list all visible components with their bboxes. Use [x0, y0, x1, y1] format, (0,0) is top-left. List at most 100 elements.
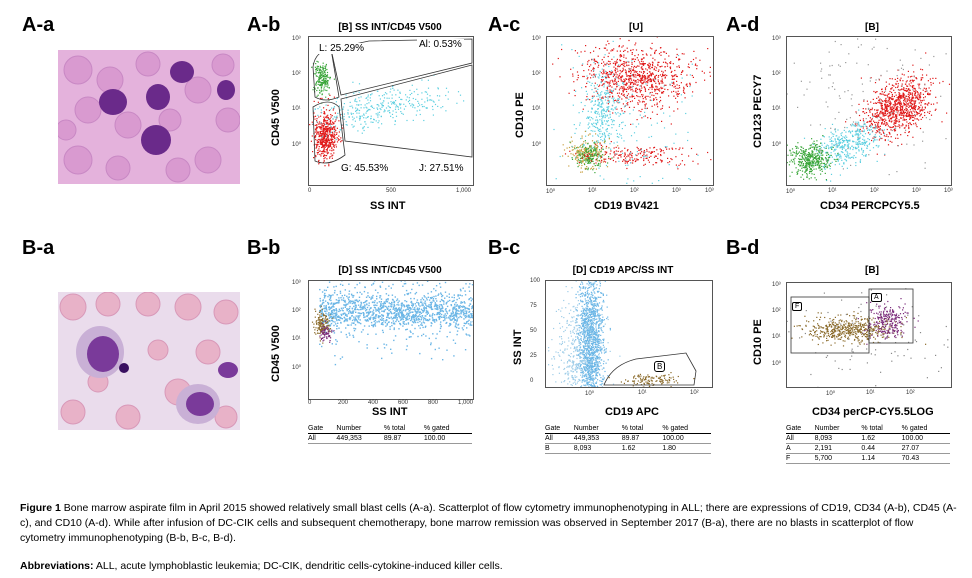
- scatter-Ad-svg: [787, 38, 951, 182]
- panel-label-Bd: B-d: [726, 237, 760, 259]
- gate-label-L: L: 25.29%: [317, 43, 367, 54]
- table-Bc-cell: 449,353: [573, 433, 622, 444]
- tick-Bc-y: 50: [530, 328, 537, 334]
- gate-A: [868, 288, 914, 344]
- scatter-Ac: [546, 36, 714, 186]
- tick-Bd-y: 10³: [772, 282, 781, 288]
- table-Bc-header: % total: [621, 424, 663, 434]
- tick-Ab-y: 10¹: [292, 106, 301, 112]
- table-Bc-cell: 8,093: [573, 443, 622, 454]
- table-Bb-cell: All: [308, 433, 337, 444]
- tick-Bb-x: 800: [428, 400, 439, 406]
- table-Bd-cell: 0.44: [861, 443, 902, 454]
- gate-label-G: G: 45.53%: [339, 163, 391, 174]
- xlabel-Bb: SS INT: [372, 406, 408, 418]
- gate-label-B: B: [654, 361, 666, 372]
- tick-Ab-y: 10²: [292, 71, 301, 77]
- caption-text: Bone marrow aspirate film in April 2015 …: [20, 502, 957, 544]
- tick-Ac-y: 10²: [532, 71, 541, 77]
- tick-Bb-x: 400: [368, 400, 379, 406]
- abbreviations-label: Abbreviations:: [20, 560, 94, 572]
- tick-Ac-y: 10³: [532, 36, 541, 42]
- tick-Ad-x: 10²: [870, 188, 879, 194]
- xlabel-Ad: CD34 PERCPCY5.5: [820, 200, 920, 212]
- figure-caption: Figure 1 Bone marrow aspirate film in Ap…: [20, 501, 960, 546]
- scatter-Ab: L: 25.29% Al: 0.53% G: 45.53% J: 27.51%: [308, 36, 474, 186]
- scatter-Bb: [308, 280, 474, 400]
- micrograph-Aa: [58, 50, 240, 184]
- table-Bd-header: Number: [814, 424, 862, 434]
- gate-J: [340, 64, 473, 158]
- abbreviations: Abbreviations: ALL, acute lymphoblastic …: [20, 559, 960, 574]
- tick-Bc-y: 25: [530, 353, 537, 359]
- table-Bb-cell: 100.00: [423, 433, 472, 444]
- tick-Bb-y: 10¹: [292, 336, 301, 342]
- plot-title-Ab: [B] SS INT/CD45 V500: [338, 22, 442, 33]
- table-Bb-header: % total: [383, 424, 424, 434]
- plot-title-Bc: [D] CD19 APC/SS INT: [572, 265, 674, 276]
- gate-label-F: F: [792, 302, 803, 311]
- table-Bd-header: Gate: [786, 424, 815, 434]
- scatter-Ab-svg: [309, 38, 473, 167]
- tick-Bc-y: 75: [530, 303, 537, 309]
- scatter-Bd-svg: [787, 288, 949, 387]
- tick-Bd-x: 10²: [906, 390, 915, 396]
- tick-Ab-y: 10³: [292, 36, 301, 42]
- ylabel-Bc: SS INT: [512, 329, 524, 365]
- gate-B: [603, 352, 697, 386]
- table-Bb-cell: 449,353: [336, 433, 384, 444]
- tick-Bd-x: 10¹: [866, 390, 875, 396]
- tick-Ac-x: 10³: [672, 188, 681, 194]
- scatter-Bd: F A: [786, 282, 952, 388]
- tick-Bb-x: 1,000: [458, 400, 474, 406]
- table-Bd-cell: 1.14: [861, 453, 902, 464]
- tick-Ac-y: 10¹: [532, 106, 541, 112]
- gate-L: [312, 48, 340, 101]
- stat-table-Bc: Gate Number% total% gated All 449,353 89.87 1…: [545, 424, 711, 454]
- tick-Ac-x: 10¹: [588, 188, 597, 194]
- table-Bc-cell: 1.80: [662, 443, 711, 454]
- tick-Ab-x: 500: [386, 188, 397, 194]
- xlabel-Ac: CD19 BV421: [594, 200, 659, 212]
- table-Bd-cell: F: [786, 453, 815, 464]
- gate-label-J: J: 27.51%: [417, 163, 466, 174]
- tick-Ac-x: 10²: [630, 188, 639, 194]
- xlabel-Bd: CD34 perCP-CY5.5LOG: [812, 406, 934, 418]
- gate-label-A: A: [871, 293, 882, 302]
- gate-label-Al: Al: 0.53%: [417, 39, 464, 50]
- plot-title-Bb: [D] SS INT/CD45 V500: [338, 265, 442, 276]
- tick-Bc-y: 0: [530, 378, 534, 384]
- tick-Ad-y: 10²: [772, 71, 781, 77]
- stat-table-Bb: Gate Number% total% gated All 449,353 89.87 1…: [308, 424, 472, 444]
- panel-label-Aa: A-a: [22, 14, 55, 36]
- tick-Ad-y: 10³: [772, 36, 781, 42]
- plot-title-Ad: [B]: [865, 22, 879, 33]
- tick-Bc-y: 100: [530, 278, 541, 284]
- panel-label-Ba: B-a: [22, 237, 55, 259]
- table-Bd-row: All 8,093 1.62 100.00: [786, 433, 950, 444]
- tick-Bb-y: 10⁰: [292, 365, 302, 371]
- table-Bd-cell: A: [786, 443, 815, 454]
- table-Bb-header: % gated: [423, 424, 472, 434]
- tick-Ad-y: 10⁰: [772, 142, 782, 148]
- tick-Ac-x: 10⁰: [546, 189, 556, 195]
- table-Bb-row: All 449,353 89.87 100.00: [308, 433, 472, 444]
- table-Bd-cell: 2,191: [814, 443, 862, 454]
- table-Bd-cell: 1.62: [861, 433, 902, 444]
- table-Bd-cell: 8,093: [814, 433, 862, 444]
- plot-title-Bd: [B]: [865, 265, 879, 276]
- plot-title-Ac: [U]: [629, 22, 643, 33]
- tick-Ab-y: 10⁰: [292, 142, 302, 148]
- table-Bd-row: F 5,700 1.14 70.43: [786, 453, 950, 464]
- table-Bc-row: All 449,353 89.87 100.00: [545, 433, 711, 444]
- table-Bd-header: % gated: [901, 424, 950, 434]
- ylabel-Bd: CD10 PE: [752, 319, 764, 365]
- tick-Ad-x: 10³: [912, 188, 921, 194]
- tick-Bc-x: 10¹: [638, 390, 647, 396]
- figure-label: Figure 1: [20, 502, 61, 514]
- ylabel-Ad: CD123 PECY7: [752, 74, 764, 148]
- panel-label-Ac: A-c: [488, 14, 521, 36]
- table-Bd-row: A 2,191 0.44 27.07: [786, 443, 950, 454]
- table-Bc-header: Gate: [545, 424, 574, 434]
- tick-Ad-x: 10⁰: [786, 189, 796, 195]
